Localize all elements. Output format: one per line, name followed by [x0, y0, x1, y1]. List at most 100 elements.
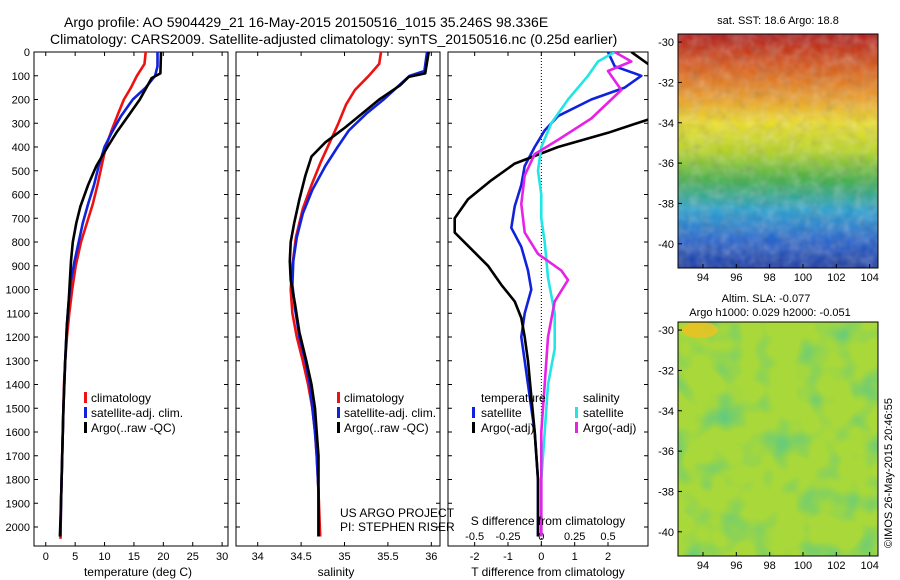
x-tick-label: 30 — [216, 551, 228, 563]
legend-label: Argo(..raw -QC) — [344, 421, 429, 435]
map-y-tick-label: -34 — [658, 118, 674, 130]
x-tick-label: 20 — [157, 551, 169, 563]
salinity-x-axis: 34 34.5 35 35.5 36 — [252, 52, 437, 563]
x-tick-label: 1 — [572, 551, 578, 563]
x-tick-label: 35.5 — [377, 551, 398, 563]
s-tick-label: 0.25 — [564, 531, 585, 543]
legend-title-temperature: temperature — [481, 391, 546, 405]
salinity-series — [288, 52, 430, 537]
depth-tick-label: 300 — [12, 118, 30, 130]
legend-swatch-climatology — [337, 392, 340, 403]
x-tick-label: 25 — [187, 551, 199, 563]
depth-tick-label: 800 — [12, 237, 30, 249]
legend-swatch-s-argo — [575, 422, 578, 433]
map-x-tick-label: 104 — [860, 272, 878, 284]
sst-title: sat. SST: 18.6 Argo: 18.8 — [717, 15, 839, 27]
legend-title-salinity: salinity — [583, 391, 620, 405]
legend-swatch-argo — [337, 422, 340, 433]
x-tick-label: -1 — [503, 551, 513, 563]
x-tick-label: 5 — [72, 551, 78, 563]
legend-label: Argo(-adj) — [481, 421, 534, 435]
depth-tick-label: 900 — [12, 261, 30, 273]
project-line-1: US ARGO PROJECT — [340, 506, 455, 520]
legend-swatch-satellite — [84, 407, 87, 418]
difference-series — [453, 52, 648, 537]
legend-label: Argo(-adj) — [583, 421, 636, 435]
map-x-tick-label: 96 — [730, 560, 742, 572]
x-tick-label: 35 — [338, 551, 350, 563]
difference-xlabel: T difference from climatology — [471, 565, 625, 579]
series-line-0 — [510, 52, 643, 537]
difference-legend: temperature salinity satellite Argo(-adj… — [472, 391, 636, 435]
legend-swatch-argo — [84, 422, 87, 433]
legend-swatch-climatology — [84, 392, 87, 403]
temperature-axes — [33, 51, 229, 547]
x-tick-label: 34.5 — [290, 551, 311, 563]
sla-title-line-1: Altim. SLA: -0.077 — [722, 293, 811, 305]
sst-map — [677, 33, 879, 269]
legend-label: satellite-adj. clim. — [91, 406, 183, 420]
legend-label: climatology — [344, 391, 404, 405]
map-y-tick-label: -32 — [658, 77, 674, 89]
map-x-tick-label: 100 — [794, 560, 812, 572]
map-y-tick-label: -38 — [658, 198, 674, 210]
map-x-tick-label: 94 — [697, 272, 709, 284]
map-x-tick-label: 102 — [827, 272, 845, 284]
map-y-tick-label: -36 — [658, 158, 674, 170]
x-tick-label: -2 — [470, 551, 480, 563]
legend-label: satellite — [583, 406, 624, 420]
series-line-1 — [291, 52, 429, 537]
depth-tick-label: 1800 — [6, 475, 30, 487]
depth-tick-label: 1700 — [6, 451, 30, 463]
depth-tick-label: 1100 — [6, 308, 30, 320]
x-tick-label: 34 — [252, 551, 264, 563]
temperature-legend: climatology satellite-adj. clim. Argo(..… — [84, 391, 183, 435]
x-tick-label: 0 — [43, 551, 49, 563]
depth-tick-label: 600 — [12, 190, 30, 202]
map-x-tick-label: 102 — [827, 560, 845, 572]
map-x-tick-label: 104 — [860, 560, 878, 572]
legend-label: Argo(..raw -QC) — [91, 421, 176, 435]
sla-title-line-2: Argo h1000: 0.029 h2000: -0.051 — [689, 307, 850, 319]
x-tick-label: 10 — [98, 551, 110, 563]
map-y-tick-label: -40 — [658, 527, 674, 539]
map-y-tick-label: -32 — [658, 365, 674, 377]
sla-map — [677, 321, 879, 557]
map-x-tick-label: 96 — [730, 272, 742, 284]
depth-tick-label: 500 — [12, 166, 30, 178]
sst-axes: 94 96 98 100 102 104 -30 -32 -34 -36 -38 -40 — [658, 37, 879, 284]
map-y-tick-label: -38 — [658, 486, 674, 498]
depth-axis: 0 100 200 300 400 500 600 700 800 900 1000 1100 1200… — [6, 47, 648, 534]
depth-tick-label: 1400 — [6, 380, 30, 392]
depth-tick-label: 1600 — [6, 427, 30, 439]
x-tick-label: 36 — [425, 551, 437, 563]
map-x-tick-label: 94 — [697, 560, 709, 572]
map-x-tick-label: 98 — [764, 560, 776, 572]
depth-tick-label: 1900 — [6, 498, 30, 510]
difference-top-label: S difference from climatology — [471, 514, 626, 528]
map-y-tick-label: -30 — [658, 37, 674, 49]
depth-tick-label: 1200 — [6, 332, 30, 344]
legend-swatch-t-satellite — [472, 407, 475, 418]
credit-stamp: ©IMOS 26-May-2015 20:46:55 — [883, 398, 895, 548]
series-line-1 — [453, 52, 648, 537]
header-line-1: Argo profile: AO 5904429_21 16-May-2015 … — [64, 14, 548, 30]
s-tick-label: -0.25 — [495, 531, 520, 543]
depth-tick-label: 1500 — [6, 403, 30, 415]
x-tick-label: 0 — [538, 551, 544, 563]
legend-swatch-satellite — [337, 407, 340, 418]
depth-tick-label: 2000 — [6, 522, 30, 534]
temperature-xlabel: temperature (deg C) — [84, 565, 192, 579]
depth-tick-label: 1000 — [6, 285, 30, 297]
depth-tick-label: 100 — [12, 71, 30, 83]
legend-swatch-s-satellite — [575, 407, 578, 418]
project-line-2: PI: STEPHEN RISER — [340, 520, 455, 534]
series-line-3 — [520, 52, 633, 537]
depth-tick-label: 400 — [12, 142, 30, 154]
depth-tick-label: 700 — [12, 213, 30, 225]
depth-tick-label: 0 — [24, 47, 30, 59]
legend-label: satellite — [481, 406, 522, 420]
map-x-tick-label: 98 — [764, 272, 776, 284]
series-line-2 — [288, 52, 430, 537]
